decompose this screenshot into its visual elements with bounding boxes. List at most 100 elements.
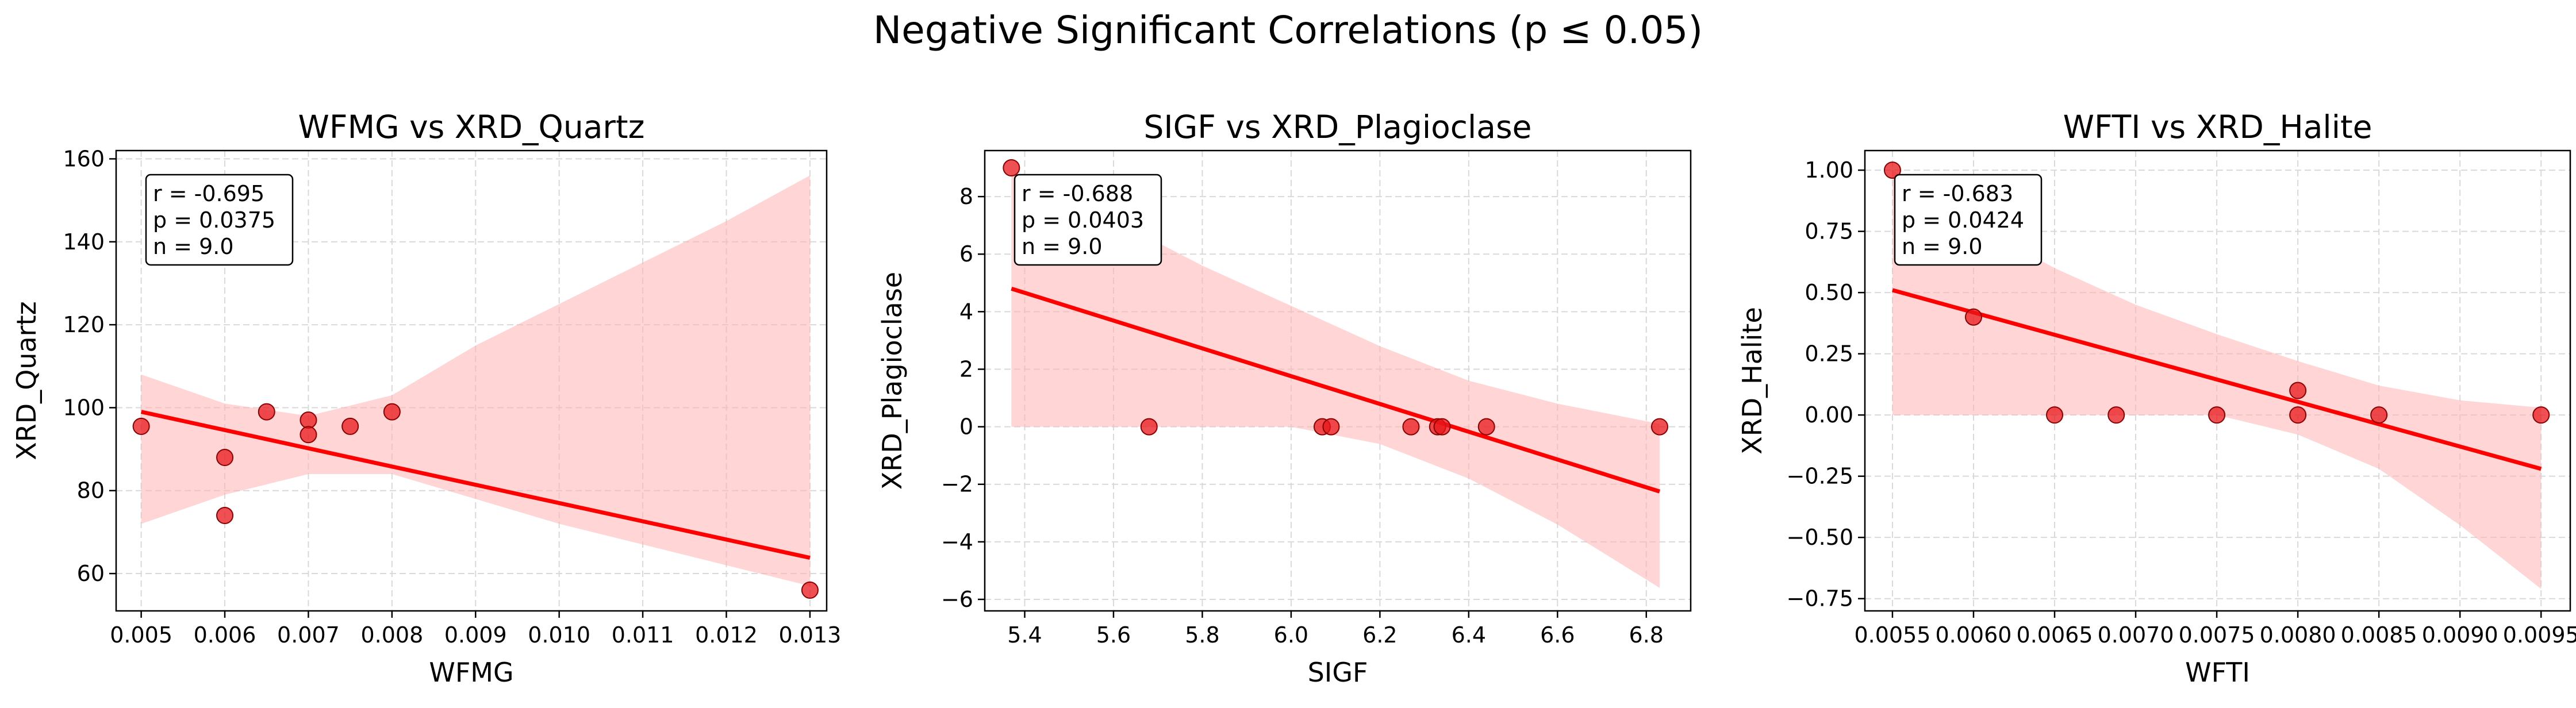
axes-frame xyxy=(1864,149,2571,612)
data-point xyxy=(1140,418,1158,436)
regression-line xyxy=(140,410,811,560)
y-tick-label: 120 xyxy=(63,312,105,337)
data-point xyxy=(341,417,359,435)
y-tick-label: −6 xyxy=(941,587,973,612)
data-point xyxy=(2107,406,2125,424)
x-tick-label: 0.0085 xyxy=(2341,622,2417,648)
y-axis-label: XRD_Plagioclase xyxy=(877,272,908,490)
data-point xyxy=(300,411,317,429)
x-tick-label: 0.007 xyxy=(277,622,340,648)
x-tick-label: 0.0080 xyxy=(2260,622,2336,648)
y-tick-label: 0.25 xyxy=(1805,341,1853,367)
x-tick-label: 0.005 xyxy=(110,622,172,648)
x-tick-label: 0.0095 xyxy=(2503,622,2576,648)
y-tick-label: 6 xyxy=(959,241,973,267)
y-tick-label: 4 xyxy=(959,299,973,324)
y-axis-label: XRD_Quartz xyxy=(11,301,42,460)
stats-box xyxy=(145,174,294,266)
x-tick-label: 0.0065 xyxy=(2017,622,2093,648)
data-point xyxy=(2208,406,2226,424)
data-point xyxy=(216,449,234,466)
x-tick-label: 6.8 xyxy=(1629,622,1664,648)
data-point xyxy=(2046,406,2064,424)
x-tick-label: 5.6 xyxy=(1096,622,1131,648)
data-point xyxy=(1650,418,1668,436)
x-tick-label: 0.0070 xyxy=(2098,622,2174,648)
axes-frame xyxy=(984,149,1692,612)
data-point xyxy=(132,417,150,435)
x-tick-label: 0.009 xyxy=(444,622,507,648)
x-tick-label: 0.011 xyxy=(612,622,674,648)
stats-box xyxy=(1894,174,2043,266)
stats-text: n = 9.0 xyxy=(1022,234,1103,259)
data-point xyxy=(1003,159,1020,177)
x-tick-label: 6.0 xyxy=(1274,622,1308,648)
x-tick-label: 6.2 xyxy=(1362,622,1397,648)
data-point xyxy=(258,403,275,421)
y-tick-label: 0.50 xyxy=(1805,280,1853,305)
y-tick-label: −2 xyxy=(941,472,973,497)
y-tick-label: −0.50 xyxy=(1787,525,1853,550)
panel-3: 0.0055 0.0060 0.0065 0.0070 0.0075 0.0080 0.00… xyxy=(1737,109,2576,688)
x-tick-label: 0.0055 xyxy=(1854,622,1930,648)
y-tick-label: 0.00 xyxy=(1805,402,1853,428)
y-tick-label: 140 xyxy=(63,229,105,255)
y-tick-label: 100 xyxy=(63,395,105,420)
stats-text: r = -0.695 xyxy=(153,181,264,206)
data-point xyxy=(1964,308,1982,326)
x-tick-label: 0.012 xyxy=(695,622,758,648)
y-axis-label: XRD_Halite xyxy=(1737,307,1768,455)
data-point xyxy=(1402,418,1420,436)
y-tick-label: 160 xyxy=(63,146,105,171)
stats-text: r = -0.688 xyxy=(1022,181,1133,206)
figure-title: Negative Significant Correlations (p ≤ 0… xyxy=(873,8,1703,52)
y-tick-label: 60 xyxy=(77,561,105,586)
y-tick-label: −4 xyxy=(941,529,973,555)
data-point xyxy=(216,507,234,525)
y-tick-label: −0.75 xyxy=(1787,586,1853,611)
regression-line xyxy=(1011,286,1660,494)
data-point xyxy=(1433,418,1451,436)
panel-1: 0.005 0.006 0.007 0.008 0.009 0.010 0.011 0.012… xyxy=(11,109,841,688)
y-tick-label: 80 xyxy=(77,478,105,503)
stats-text: p = 0.0403 xyxy=(1022,207,1144,233)
axes-frame xyxy=(115,149,828,612)
regression-line xyxy=(1892,288,2542,471)
stats-text: p = 0.0424 xyxy=(1902,207,2024,233)
panel-title: WFMG vs XRD_Quartz xyxy=(298,109,645,145)
y-tick-label: 0.75 xyxy=(1805,219,1853,244)
y-tick-label: 1.00 xyxy=(1805,157,1853,183)
x-tick-label: 5.4 xyxy=(1007,622,1042,648)
y-tick-label: 2 xyxy=(959,356,973,382)
x-tick-label: 0.006 xyxy=(194,622,256,648)
y-tick-label: 0 xyxy=(959,414,973,440)
stats-text: r = -0.683 xyxy=(1902,181,2013,206)
x-tick-label: 5.8 xyxy=(1185,622,1219,648)
data-point xyxy=(383,403,401,421)
stats-text: p = 0.0375 xyxy=(153,207,275,233)
y-tick-label: −0.25 xyxy=(1787,464,1853,489)
confidence-band xyxy=(141,175,810,586)
stats-text: n = 9.0 xyxy=(153,234,234,259)
stats-text: n = 9.0 xyxy=(1902,234,1983,259)
data-point xyxy=(2532,406,2550,424)
x-tick-label: 6.4 xyxy=(1452,622,1486,648)
x-axis-label: WFTI xyxy=(2185,657,2250,688)
x-tick-label: 0.0060 xyxy=(1936,622,2012,648)
data-point xyxy=(300,426,317,444)
data-point xyxy=(1322,418,1340,436)
y-tick-label: 8 xyxy=(959,184,973,209)
confidence-band xyxy=(1011,174,1660,588)
panel-2: 5.4 5.6 5.8 6.0 6.2 6.4 6.6 6.8 −6 −4 −2 0 2 4 6 8 SIGF … xyxy=(877,109,1692,688)
panel-title: WFTI vs XRD_Halite xyxy=(2063,109,2372,145)
x-tick-label: 6.6 xyxy=(1540,622,1575,648)
x-tick-label: 0.010 xyxy=(528,622,590,648)
data-point xyxy=(2370,406,2388,424)
x-tick-label: 0.0090 xyxy=(2422,622,2498,648)
x-axis-label: SIGF xyxy=(1308,657,1368,688)
panel-title: SIGF vs XRD_Plagioclase xyxy=(1143,109,1531,145)
x-tick-label: 0.008 xyxy=(360,622,423,648)
data-point xyxy=(1477,418,1495,436)
data-point xyxy=(2289,382,2307,399)
